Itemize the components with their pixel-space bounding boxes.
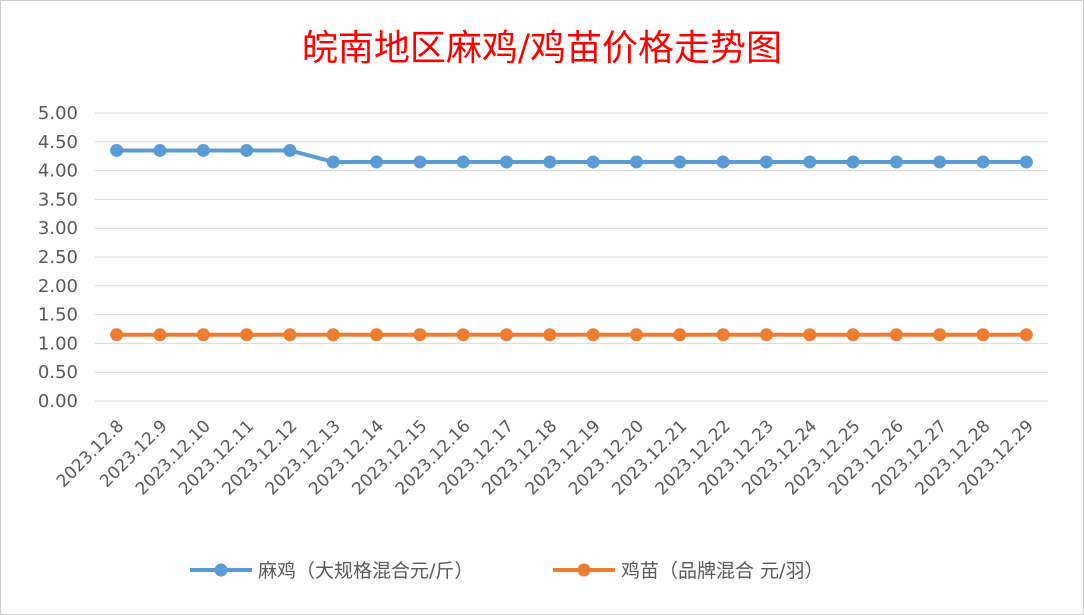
data-point: [370, 155, 384, 169]
data-point: [543, 155, 557, 169]
data-point: [933, 155, 947, 169]
data-point: [976, 328, 990, 342]
y-axis-ticks: 0.00 0.50 1.00 1.50 2.00 2.50 3.00 3.50 4.00 4.50…: [38, 103, 78, 412]
data-point: [543, 328, 557, 342]
data-point: [933, 328, 947, 342]
y-tick-label: 0.00: [38, 391, 78, 412]
y-tick-label: 5.00: [38, 103, 78, 124]
data-point: [673, 155, 687, 169]
chart-title: 皖南地区麻鸡/鸡苗价格走势图: [302, 28, 782, 69]
y-tick-label: 4.00: [38, 161, 78, 182]
data-point: [586, 155, 600, 169]
data-point: [803, 155, 817, 169]
y-tick-label: 3.00: [38, 218, 78, 239]
data-point: [1019, 155, 1033, 169]
data-point: [413, 328, 427, 342]
data-point: [326, 328, 340, 342]
data-point: [759, 328, 773, 342]
data-point: [803, 328, 817, 342]
data-point: [500, 155, 514, 169]
data-point: [110, 328, 124, 342]
series-line: [116, 148, 1027, 164]
y-tick-label: 2.00: [38, 276, 78, 297]
y-tick-label: 4.50: [38, 132, 78, 153]
data-point: [716, 155, 730, 169]
data-point: [196, 328, 210, 342]
data-point: [370, 328, 384, 342]
data-point: [846, 155, 860, 169]
data-point: [889, 155, 903, 169]
series-0: [110, 143, 1033, 169]
data-point: [846, 328, 860, 342]
data-point: [586, 328, 600, 342]
legend-swatch-marker: [214, 563, 228, 577]
data-point: [240, 143, 254, 157]
data-point: [629, 155, 643, 169]
data-point: [196, 143, 210, 157]
data-point: [500, 328, 514, 342]
data-point: [759, 155, 773, 169]
data-point: [413, 155, 427, 169]
legend-label: 鸡苗（品牌混合 元/羽）: [621, 560, 823, 582]
y-tick-label: 3.50: [38, 189, 78, 210]
data-point: [110, 143, 124, 157]
data-point: [1019, 328, 1033, 342]
data-point: [326, 155, 340, 169]
data-point: [456, 328, 470, 342]
x-axis-ticks: 2023.12.82023.12.92023.12.102023.12.1120…: [53, 416, 1038, 499]
data-point: [456, 155, 470, 169]
legend-label: 麻鸡（大规格混合元/斤）: [258, 560, 473, 582]
y-tick-label: 1.50: [38, 305, 78, 326]
series-lines: [110, 143, 1033, 342]
data-point: [889, 328, 903, 342]
data-point: [153, 328, 167, 342]
legend-swatch-marker: [577, 563, 591, 577]
series-1: [110, 328, 1033, 342]
legend: 麻鸡（大规格混合元/斤） 鸡苗（品牌混合 元/羽）: [190, 560, 823, 582]
y-tick-label: 1.00: [38, 333, 78, 354]
data-point: [716, 328, 730, 342]
data-point: [976, 155, 990, 169]
data-point: [240, 328, 254, 342]
data-point: [673, 328, 687, 342]
data-point: [283, 328, 297, 342]
y-tick-label: 2.50: [38, 247, 78, 268]
data-point: [153, 143, 167, 157]
data-point: [629, 328, 643, 342]
data-point: [283, 143, 297, 157]
y-tick-label: 0.50: [38, 362, 78, 383]
gridlines: [95, 112, 1048, 402]
